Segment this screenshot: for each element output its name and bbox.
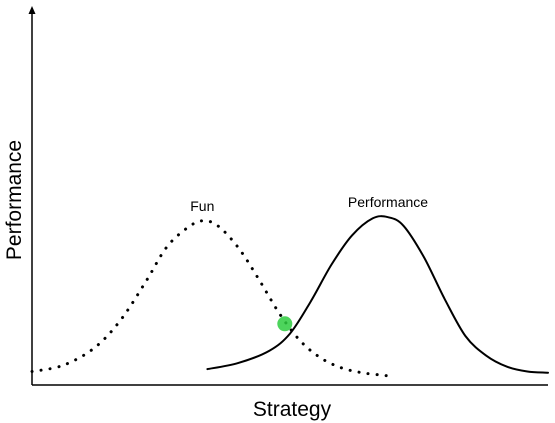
axes [28,6,548,386]
series-layer [30,215,549,378]
x-axis-label: Strategy [253,398,332,421]
series-labels: Fun Performance [190,194,428,214]
annotation-layer [277,316,293,332]
y-axis-arrow [28,6,36,14]
series-fun-line [30,219,395,378]
intersection-point [277,316,293,332]
series-performance-line [206,215,549,374]
series-fun-label: Fun [190,198,214,214]
y-axis-label: Performance [3,140,26,260]
series-performance-label: Performance [348,194,428,210]
